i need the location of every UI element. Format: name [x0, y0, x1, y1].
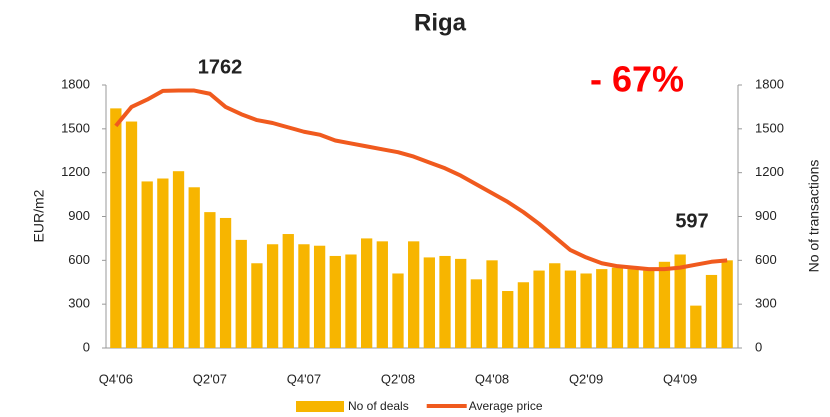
y-tick-label: 1500 — [61, 120, 90, 135]
bar — [219, 217, 232, 348]
y2-tick-label: 900 — [755, 208, 777, 223]
y2-tick-label: 1200 — [755, 164, 784, 179]
x-tick-label: Q4'06 — [99, 371, 133, 386]
bar — [329, 255, 341, 348]
y2-tick-label: 1500 — [755, 120, 784, 135]
y2-tick-label: 600 — [755, 252, 777, 267]
bar — [517, 282, 530, 348]
bar — [486, 260, 498, 348]
x-tick-label: Q4'08 — [475, 371, 509, 386]
bar — [705, 274, 718, 348]
bar — [627, 269, 639, 348]
bar — [439, 255, 451, 348]
bar — [298, 244, 310, 348]
annotation: 597 — [675, 210, 708, 232]
bar — [172, 171, 185, 348]
y-tick-label: 900 — [68, 208, 90, 223]
bar — [110, 108, 122, 348]
x-tick-label: Q2'07 — [193, 371, 227, 386]
bar — [611, 267, 624, 348]
bar — [125, 121, 138, 349]
x-tick-label: Q4'07 — [287, 371, 321, 386]
y2-tick-label: 1800 — [755, 76, 784, 91]
legend-label: Average price — [469, 399, 543, 413]
y-tick-label: 1800 — [61, 76, 90, 91]
bar — [721, 260, 733, 348]
legend-swatch — [296, 401, 344, 412]
line — [114, 88, 728, 272]
bar — [533, 270, 545, 348]
bar — [345, 254, 357, 348]
bar — [282, 234, 294, 348]
legend-label: No of deals — [348, 399, 409, 413]
bar — [423, 257, 435, 348]
bar — [251, 263, 263, 348]
bar — [392, 273, 404, 348]
annotation: 1762 — [198, 56, 243, 78]
bar — [141, 181, 153, 348]
bar — [580, 273, 592, 348]
bar — [674, 254, 686, 348]
bar — [188, 187, 200, 348]
bar — [157, 178, 169, 348]
bar — [313, 245, 326, 348]
bar — [596, 269, 608, 348]
y-tick-label: 600 — [68, 252, 90, 267]
bar — [690, 305, 702, 348]
bar — [502, 291, 514, 348]
y-tick-label: 300 — [68, 296, 90, 311]
y2-tick-label: 0 — [755, 339, 762, 354]
x-tick-label: Q2'09 — [569, 371, 603, 386]
annotation: - 67% — [590, 59, 684, 100]
bar — [266, 244, 279, 348]
y-tick-label: 0 — [83, 339, 90, 354]
bar — [470, 279, 483, 348]
x-tick-label: Q4'09 — [663, 371, 697, 386]
y2-tick-label: 300 — [755, 296, 777, 311]
bar — [408, 241, 420, 348]
chart-title: Riga — [414, 9, 467, 36]
y-tick-label: 1200 — [61, 164, 90, 179]
y2-axis-label: No of transactions — [806, 160, 822, 273]
y-axis-label: EUR/m2 — [31, 189, 47, 242]
bar — [564, 270, 577, 348]
bar — [204, 212, 216, 348]
bar — [376, 241, 388, 348]
bar — [549, 263, 561, 348]
bar — [643, 270, 655, 348]
bar — [360, 238, 373, 348]
bar — [658, 261, 671, 348]
x-tick-label: Q2'08 — [381, 371, 415, 386]
bar — [235, 239, 247, 348]
bar — [455, 258, 467, 348]
